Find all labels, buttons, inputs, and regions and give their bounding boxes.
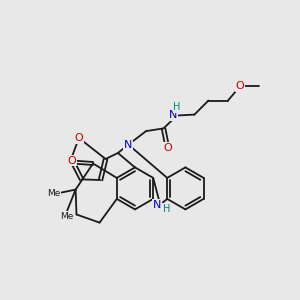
- Text: O: O: [67, 155, 76, 166]
- Text: N: N: [169, 110, 178, 121]
- Text: H: H: [173, 102, 181, 112]
- Text: O: O: [236, 81, 244, 92]
- Text: O: O: [74, 133, 83, 143]
- Text: H: H: [163, 204, 170, 214]
- Text: Me: Me: [61, 212, 74, 221]
- Text: N: N: [153, 200, 161, 210]
- Text: Me: Me: [47, 189, 60, 198]
- Text: N: N: [124, 140, 133, 150]
- Text: O: O: [163, 142, 172, 153]
